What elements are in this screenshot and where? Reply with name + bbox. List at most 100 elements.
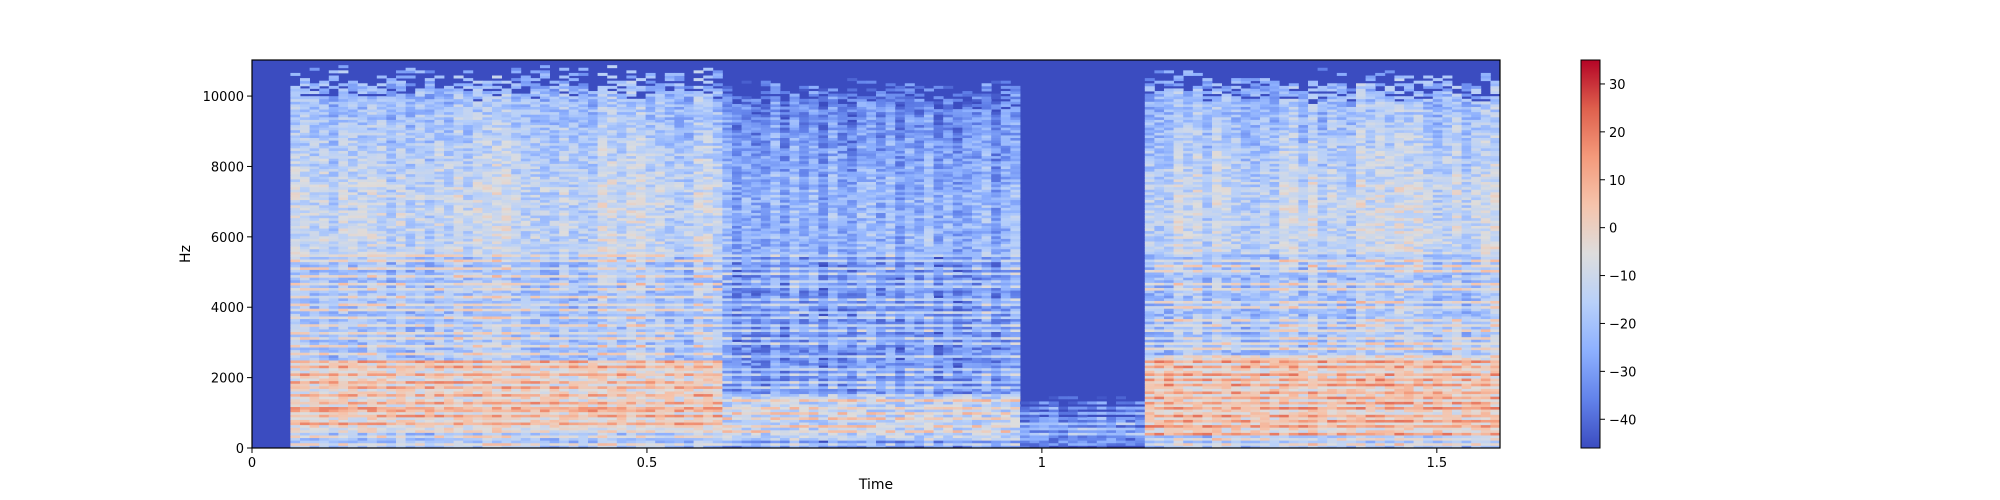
heatmap-cell: [617, 94, 627, 97]
heatmap-cell: [348, 158, 358, 161]
heatmap-cell: [492, 117, 502, 120]
heatmap-cell: [290, 143, 300, 146]
heatmap-cell: [598, 119, 608, 122]
heatmap-cell: [482, 107, 492, 110]
heatmap-cell: [559, 389, 569, 392]
heatmap-cell: [425, 236, 435, 239]
heatmap-cell: [338, 207, 348, 210]
heatmap-cell: [540, 350, 550, 353]
heatmap-cell: [540, 407, 550, 410]
heatmap-cell: [559, 326, 569, 329]
heatmap-cell: [434, 161, 444, 164]
heatmap-cell: [492, 187, 502, 190]
heatmap-cell: [521, 352, 531, 355]
heatmap-cell: [338, 290, 348, 293]
heatmap-cell: [348, 396, 358, 399]
heatmap-cell: [482, 119, 492, 122]
heatmap-cell: [607, 197, 617, 200]
heatmap-cell: [550, 412, 560, 415]
heatmap-cell: [502, 277, 512, 280]
heatmap-cell: [310, 195, 320, 198]
heatmap-cell: [578, 151, 588, 154]
heatmap-cell: [377, 91, 387, 94]
heatmap-cell: [502, 430, 512, 433]
heatmap-cell: [434, 130, 444, 133]
heatmap-cell: [348, 200, 358, 203]
heatmap-cell: [310, 334, 320, 337]
heatmap-cell: [367, 316, 377, 319]
heatmap-cell: [396, 293, 406, 296]
heatmap-cell: [396, 373, 406, 376]
heatmap-cell: [607, 301, 617, 304]
heatmap-cell: [290, 210, 300, 213]
heatmap-cell: [578, 153, 588, 156]
heatmap-cell: [569, 365, 579, 368]
heatmap-cell: [559, 236, 569, 239]
heatmap-cell: [569, 107, 579, 110]
heatmap-cell: [406, 210, 416, 213]
heatmap-cell: [425, 127, 435, 130]
heatmap-cell: [444, 101, 454, 104]
heatmap-cell: [377, 432, 387, 435]
heatmap-cell: [444, 417, 454, 420]
heatmap-cell: [530, 179, 540, 182]
heatmap-cell: [310, 389, 320, 392]
heatmap-cell: [300, 91, 310, 94]
heatmap-cell: [540, 200, 550, 203]
heatmap-cell: [415, 112, 425, 115]
heatmap-cell: [463, 282, 473, 285]
heatmap-cell: [540, 306, 550, 309]
heatmap-cell: [521, 138, 531, 141]
heatmap-cell: [626, 293, 636, 296]
heatmap-cell: [415, 401, 425, 404]
heatmap-cell: [406, 352, 416, 355]
heatmap-cell: [319, 91, 329, 94]
heatmap-cell: [415, 275, 425, 278]
heatmap-cell: [319, 293, 329, 296]
heatmap-cell: [521, 241, 531, 244]
heatmap-cell: [550, 316, 560, 319]
heatmap-cell: [473, 270, 483, 273]
heatmap-cell: [386, 277, 396, 280]
heatmap-cell: [511, 236, 521, 239]
heatmap-cell: [530, 130, 540, 133]
heatmap-cell: [425, 91, 435, 94]
heatmap-cell: [329, 244, 339, 247]
heatmap-cell: [540, 275, 550, 278]
heatmap-cell: [358, 197, 368, 200]
heatmap-cell: [310, 345, 320, 348]
heatmap-cell: [367, 399, 377, 402]
heatmap-cell: [463, 104, 473, 107]
heatmap-cell: [607, 345, 617, 348]
heatmap-cell: [607, 370, 617, 373]
heatmap-cell: [300, 288, 310, 291]
heatmap-cell: [454, 140, 464, 143]
heatmap-cell: [559, 218, 569, 221]
heatmap-cell: [492, 135, 502, 138]
heatmap-cell: [434, 275, 444, 278]
heatmap-cell: [521, 339, 531, 342]
heatmap-cell: [310, 96, 320, 99]
heatmap-cell: [578, 184, 588, 187]
heatmap-cell: [550, 264, 560, 267]
heatmap-cell: [348, 285, 358, 288]
heatmap-cell: [617, 246, 627, 249]
heatmap-cell: [348, 267, 358, 270]
heatmap-cell: [444, 435, 454, 438]
heatmap-cell: [415, 158, 425, 161]
heatmap-cell: [377, 404, 387, 407]
heatmap-cell: [367, 368, 377, 371]
heatmap-cell: [626, 391, 636, 394]
heatmap-cell: [463, 401, 473, 404]
heatmap-cell: [617, 179, 627, 182]
heatmap-cell: [588, 114, 598, 117]
heatmap-cell: [310, 132, 320, 135]
heatmap-cell: [569, 91, 579, 94]
heatmap-cell: [338, 391, 348, 394]
heatmap-cell: [511, 301, 521, 304]
heatmap-cell: [569, 363, 579, 366]
heatmap-cell: [617, 140, 627, 143]
heatmap-cell: [329, 368, 339, 371]
heatmap-cell: [559, 262, 569, 265]
heatmap-cell: [415, 394, 425, 397]
